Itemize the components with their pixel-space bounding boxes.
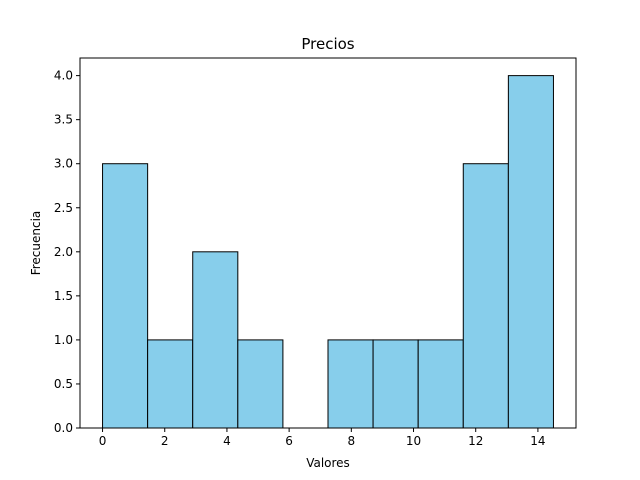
histogram-bar bbox=[192, 251, 239, 429]
y-tick-label: 0.5 bbox=[54, 377, 73, 391]
x-tick-label: 12 bbox=[468, 434, 483, 448]
x-axis-ticks: 0 2 4 6 8 10 12 14 bbox=[99, 428, 546, 448]
x-tick-label: 0 bbox=[99, 434, 107, 448]
histogram-bar bbox=[372, 339, 419, 429]
y-tick-label: 4.0 bbox=[54, 69, 73, 83]
histogram-bar bbox=[327, 339, 374, 429]
chart-title: Precios bbox=[301, 35, 354, 53]
x-tick-label: 4 bbox=[223, 434, 231, 448]
x-axis-label: Valores bbox=[306, 456, 350, 470]
y-tick-label: 3.5 bbox=[54, 113, 73, 127]
histogram-bar bbox=[147, 339, 194, 429]
y-tick-label: 1.0 bbox=[54, 333, 73, 347]
y-tick-label: 2.0 bbox=[54, 245, 73, 259]
x-tick-label: 10 bbox=[406, 434, 421, 448]
histogram-bar bbox=[462, 163, 509, 429]
plot-frame bbox=[79, 57, 577, 429]
y-tick-label: 2.5 bbox=[54, 201, 73, 215]
y-axis-label: Frecuencia bbox=[29, 211, 43, 276]
x-tick-label: 8 bbox=[348, 434, 356, 448]
y-tick-label: 3.0 bbox=[54, 157, 73, 171]
histogram-bar bbox=[237, 339, 284, 429]
bars-group bbox=[102, 75, 554, 429]
y-tick-label: 0.0 bbox=[54, 421, 73, 435]
histogram-bar bbox=[507, 75, 554, 429]
x-tick-label: 14 bbox=[530, 434, 545, 448]
histogram-bar bbox=[102, 163, 149, 429]
y-tick-label: 1.5 bbox=[54, 289, 73, 303]
histogram-bar bbox=[417, 339, 464, 429]
x-tick-label: 2 bbox=[161, 434, 169, 448]
y-axis-ticks: 0.0 0.5 1.0 1.5 2.0 2.5 3.0 3.5 4.0 bbox=[54, 69, 80, 435]
x-tick-label: 6 bbox=[285, 434, 293, 448]
